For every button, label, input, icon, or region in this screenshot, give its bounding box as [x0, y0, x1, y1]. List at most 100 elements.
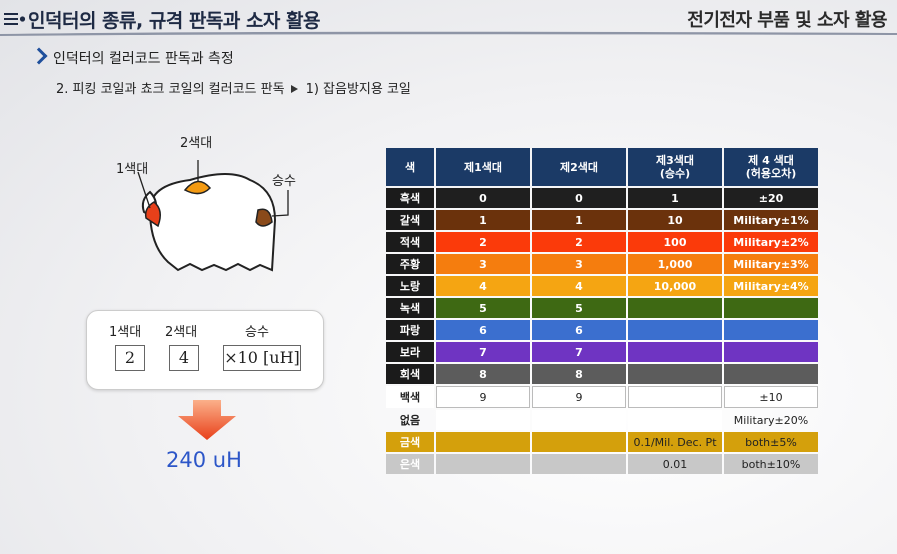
- value-cell-c4: Military±4%: [724, 276, 818, 296]
- value-cell-c2: 2: [532, 232, 626, 252]
- color-name-cell: 금색: [386, 432, 434, 452]
- course-title: 전기전자 부품 및 소자 활용: [687, 10, 887, 31]
- table-row: 노랑 4 4 10,000 Military±4%: [386, 276, 818, 296]
- value-cell-c3: 1,000: [628, 254, 722, 274]
- value-cell-c3: [628, 298, 722, 318]
- value-cell-c1: [436, 432, 530, 452]
- value-cell-c3: 10: [628, 210, 722, 230]
- color-name-cell: 녹색: [386, 298, 434, 318]
- table-header-cell: 제3색대 (승수): [628, 148, 722, 186]
- band2-marker: [183, 180, 212, 195]
- value-cell-c4: [724, 342, 818, 362]
- value-cell-c3: 10,000: [628, 276, 722, 296]
- value-cell-c4: both±10%: [724, 454, 818, 474]
- inductor-diagram: 1색대 2색대 승수: [110, 130, 340, 300]
- value-cell-c4: ±20: [724, 188, 818, 208]
- color-name-cell: 회색: [386, 364, 434, 384]
- table-row: 파랑 6 6: [386, 320, 818, 340]
- code-value-band1: 2: [115, 345, 145, 371]
- value-cell-c3: 0.1/Mil. Dec. Pt: [628, 432, 722, 452]
- value-cell-c1: 0: [436, 188, 530, 208]
- value-cell-c4: Military±2%: [724, 232, 818, 252]
- value-cell-c2: 3: [532, 254, 626, 274]
- value-cell-c1: 8: [436, 364, 530, 384]
- value-cell-c2: [532, 432, 626, 452]
- value-cell-c1: 1: [436, 210, 530, 230]
- result-value: 240 uH: [166, 448, 242, 472]
- value-cell-c2: 6: [532, 320, 626, 340]
- value-cell-c1: [436, 410, 530, 430]
- value-cell-c4: ±10: [724, 386, 818, 408]
- value-cell-c1: [436, 454, 530, 474]
- value-cell-c1: 9: [436, 386, 530, 408]
- value-cell-c1: 3: [436, 254, 530, 274]
- color-name-cell: 주황: [386, 254, 434, 274]
- code-header-multiplier: 승수: [245, 325, 269, 340]
- inductor-drawing: [137, 160, 289, 272]
- table-header-cell: 제1색대: [436, 148, 530, 186]
- color-name-cell: 파랑: [386, 320, 434, 340]
- value-cell-c2: 8: [532, 364, 626, 384]
- value-cell-c4: Military±1%: [724, 210, 818, 230]
- table-row: 적색 2 2 100 Military±2%: [386, 232, 818, 252]
- subsubsection-label: 1) 잡음방지용 코일: [305, 82, 411, 97]
- value-cell-c3: [628, 386, 722, 408]
- subsection-label: 2. 피킹 코일과 쵸크 코일의 컬러코드 판독: [56, 82, 285, 97]
- value-cell-c2: 9: [532, 386, 626, 408]
- value-cell-c4: both±5%: [724, 432, 818, 452]
- value-cell-c2: 1: [532, 210, 626, 230]
- table-row: 백색 9 9 ±10: [386, 386, 818, 408]
- value-cell-c1: 4: [436, 276, 530, 296]
- section-label: 인덕터의 컬러코드 판독과 측정: [53, 51, 234, 67]
- color-name-cell: 적색: [386, 232, 434, 252]
- table-row: 녹색 5 5: [386, 298, 818, 318]
- code-reading-box: 1색대 2색대 승수 2 4 ×10 [uH]: [86, 310, 324, 390]
- value-cell-c2: 4: [532, 276, 626, 296]
- table-header-row: 색 제1색대 제2색대 제3색대 (승수) 제 4 색대 (허용오차): [386, 148, 818, 186]
- value-cell-c4: Military±3%: [724, 254, 818, 274]
- color-name-cell: 은색: [386, 454, 434, 474]
- header-swoosh: [0, 31, 897, 36]
- code-header-band1: 1색대: [109, 325, 142, 340]
- color-name-cell: 갈색: [386, 210, 434, 230]
- table-row: 없음 Military±20%: [386, 410, 818, 430]
- table-row: 은색 0.01 both±10%: [386, 454, 818, 474]
- value-cell-c4: [724, 320, 818, 340]
- value-cell-c3: 0.01: [628, 454, 722, 474]
- value-cell-c2: [532, 410, 626, 430]
- code-value-multiplier: ×10 [uH]: [223, 345, 301, 371]
- value-cell-c1: 6: [436, 320, 530, 340]
- table-header-cell: 제 4 색대 (허용오차): [724, 148, 818, 186]
- triangle-right-icon: [290, 85, 298, 93]
- value-cell-c3: [628, 320, 722, 340]
- chevron-right-icon: [30, 47, 48, 65]
- value-cell-c4: Military±20%: [733, 413, 809, 427]
- value-cell-c1: 7: [436, 342, 530, 362]
- value-cell-c2: [532, 454, 626, 474]
- color-name-cell: 보라: [386, 342, 434, 362]
- section-heading: 인덕터의 컬러코드 판독과 측정: [30, 47, 234, 68]
- subsection-heading: 2. 피킹 코일과 쵸크 코일의 컬러코드 판독 1) 잡음방지용 코일: [56, 78, 411, 97]
- mult-marker: [255, 208, 273, 227]
- color-name-cell: 백색: [386, 386, 434, 408]
- table-header-cell: 제2색대: [532, 148, 626, 186]
- code-header-band2: 2색대: [165, 325, 198, 340]
- table-row: 회색 8 8: [386, 364, 818, 384]
- color-name-cell: 흑색: [386, 188, 434, 208]
- table-row: 금색 0.1/Mil. Dec. Pt both±5%: [386, 432, 818, 452]
- value-cell-c2: 5: [532, 298, 626, 318]
- band2-label: 2색대: [180, 136, 213, 151]
- table-row: 보라 7 7: [386, 342, 818, 362]
- value-cell-c4: [724, 364, 818, 384]
- table-row: 주황 3 3 1,000 Military±3%: [386, 254, 818, 274]
- table-row: 갈색 1 1 10 Military±1%: [386, 210, 818, 230]
- value-cell-c3: [628, 410, 722, 430]
- multiplier-label: 승수: [272, 174, 296, 189]
- value-cell-c3: 100: [628, 232, 722, 252]
- value-cell-c1: 5: [436, 298, 530, 318]
- table-header-cell: 색: [386, 148, 434, 186]
- value-cell-c3: [628, 364, 722, 384]
- color-name-cell: 노랑: [386, 276, 434, 296]
- code-value-band2: 4: [169, 345, 199, 371]
- color-code-table: 색 제1색대 제2색대 제3색대 (승수) 제 4 색대 (허용오차) 흑색 0 0 1 ±20 갈색…: [384, 146, 820, 476]
